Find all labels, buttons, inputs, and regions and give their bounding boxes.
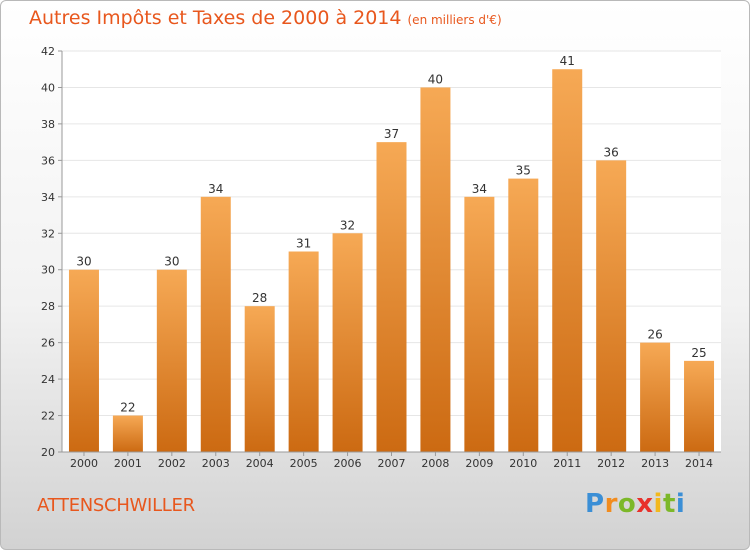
y-tick-label: 36 (41, 154, 55, 167)
x-tick-label-2011: 2011 (553, 457, 581, 470)
axes (58, 50, 721, 456)
bar-2003 (200, 196, 231, 452)
chart-title-text: Autres Impôts et Taxes de 2000 à 2014 (29, 7, 402, 29)
bar-2002 (156, 269, 187, 452)
y-tick-label: 26 (41, 337, 55, 350)
x-tick-label-2005: 2005 (290, 457, 318, 470)
x-tick-label-2003: 2003 (202, 457, 230, 470)
x-tick-label-2000: 2000 (70, 457, 98, 470)
bar-2004 (244, 306, 275, 452)
data-label-2008: 40 (428, 72, 443, 86)
data-label-2010: 35 (516, 164, 531, 178)
logo-letter: o (617, 489, 637, 519)
bar-2006 (332, 233, 363, 452)
logo-letter: t (662, 489, 676, 519)
y-tick-label: 40 (41, 81, 55, 94)
x-tick-label-2008: 2008 (421, 457, 449, 470)
data-label-2001: 22 (120, 401, 135, 415)
bar-2014 (684, 360, 715, 452)
bar-2000 (68, 269, 99, 452)
proxiti-logo: Proxiti (585, 489, 685, 519)
bar-2010 (508, 178, 539, 452)
bar-2013 (640, 342, 671, 452)
logo-letter: x (636, 489, 654, 519)
x-tick-label-2001: 2001 (114, 457, 142, 470)
x-tick-label-2012: 2012 (597, 457, 625, 470)
logo-letter: r (604, 489, 618, 519)
x-tick-label-2009: 2009 (465, 457, 493, 470)
bar-2008 (420, 87, 451, 453)
data-label-2011: 41 (560, 54, 575, 68)
bar-2012 (596, 160, 627, 452)
bar-2005 (288, 251, 319, 452)
bars (68, 69, 715, 453)
place-name: ATTENSCHWILLER (37, 495, 195, 516)
x-tick-label-2010: 2010 (509, 457, 537, 470)
x-tick-label-2006: 2006 (334, 457, 362, 470)
y-tick-label: 20 (41, 446, 55, 459)
data-label-2009: 34 (472, 182, 487, 196)
data-label-2014: 25 (691, 346, 706, 360)
bar-2007 (376, 142, 407, 453)
y-tick-label: 28 (41, 300, 55, 313)
y-tick-label: 22 (41, 410, 55, 423)
data-label-2005: 31 (296, 237, 311, 251)
logo-letter: P (585, 489, 605, 519)
data-label-2013: 26 (647, 328, 662, 342)
data-label-2007: 37 (384, 127, 399, 141)
y-tick-label: 32 (41, 227, 55, 240)
y-tick-label: 34 (41, 191, 55, 204)
x-tick-label-2002: 2002 (158, 457, 186, 470)
data-label-2002: 30 (164, 255, 179, 269)
data-label-2004: 28 (252, 291, 267, 305)
logo-letter: i (675, 489, 686, 519)
chart-unit: (en milliers d'€) (407, 13, 502, 27)
data-label-2003: 34 (208, 182, 223, 196)
labels: 20 22 24 26 28 30 32 34 36 38 40 42 30 2000 22 2001 30 20… (41, 45, 713, 470)
bar-2009 (464, 196, 495, 452)
x-tick-label-2004: 2004 (246, 457, 274, 470)
bar-2011 (552, 69, 583, 453)
x-tick-label-2013: 2013 (641, 457, 669, 470)
y-tick-label: 42 (41, 45, 55, 58)
data-label-2012: 36 (604, 145, 619, 159)
chart-title: Autres Impôts et Taxes de 2000 à 2014 (en… (29, 7, 502, 29)
y-tick-label: 30 (41, 264, 55, 277)
x-tick-label-2014: 2014 (685, 457, 713, 470)
x-tick-label-2007: 2007 (378, 457, 406, 470)
bar-2001 (112, 415, 143, 452)
y-tick-label: 38 (41, 118, 55, 131)
logo-letter: i (653, 489, 663, 519)
y-tick-label: 24 (41, 373, 55, 386)
data-label-2000: 30 (76, 255, 91, 269)
data-label-2006: 32 (340, 218, 355, 232)
